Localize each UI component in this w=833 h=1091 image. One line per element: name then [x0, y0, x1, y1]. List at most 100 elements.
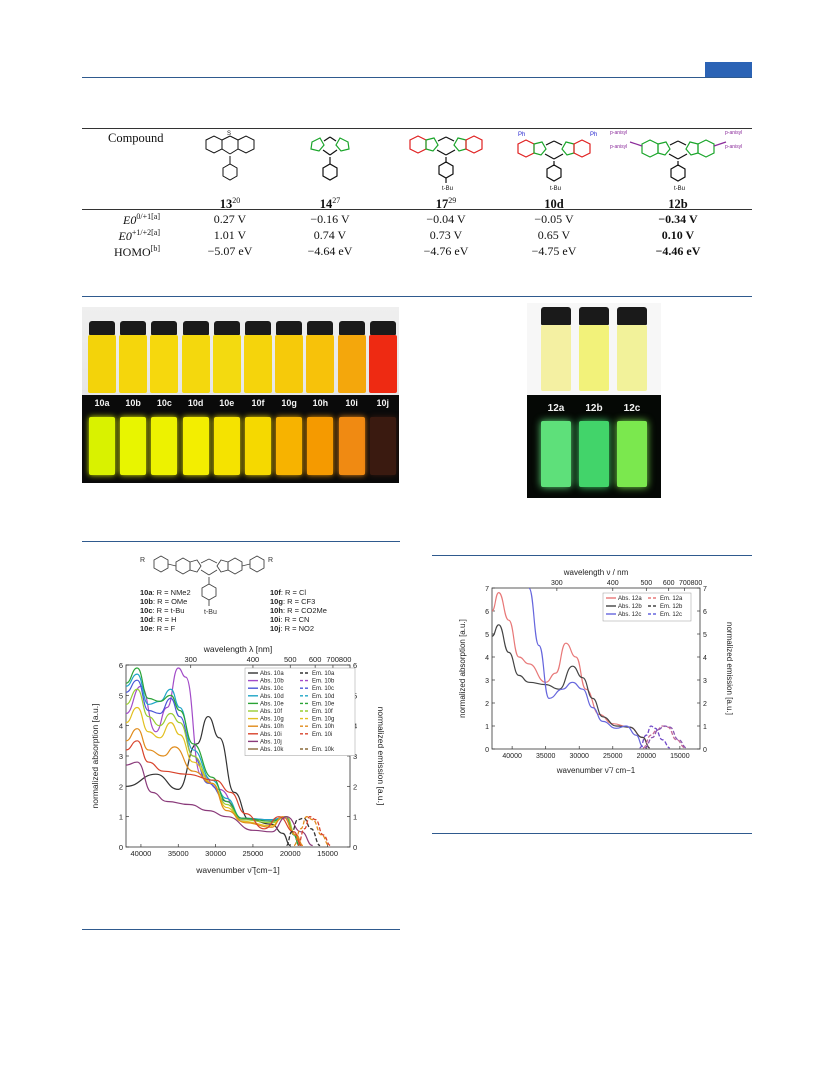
- series-line: [293, 816, 330, 847]
- row-label-homo: HOMO[b]: [114, 244, 160, 259]
- legend-em: Em. 10e: [312, 701, 335, 707]
- substituent-id: 10i: [270, 615, 281, 624]
- vial-uv: [617, 421, 647, 487]
- x-axis-label: wavenumber ν̃ [cm−1]: [195, 865, 279, 875]
- struct-tbu-12b: t-Bu: [674, 186, 685, 192]
- struct-anisyl-2: p-anisyl: [610, 144, 627, 150]
- cell-e1-10d: −0.05 V: [534, 212, 574, 226]
- vial-uv: [307, 417, 334, 475]
- header-rule: [82, 77, 752, 78]
- substituent-r: : R = NO2: [280, 624, 314, 633]
- substituent-r: : R = CN: [280, 615, 310, 624]
- struct-tbu-10d: t-Bu: [550, 186, 561, 192]
- vial-daylight: [212, 335, 241, 393]
- row-label-e1: E00/+1[a]: [123, 212, 160, 227]
- table-top-rule: [82, 128, 752, 129]
- legend-em: Em. 10d: [312, 694, 334, 700]
- y2-tick-label: 1: [703, 724, 707, 731]
- substituent-entry: 10j: R = NO2: [270, 624, 380, 633]
- struct-s-label: S: [227, 131, 231, 137]
- vial-label: 12c: [623, 403, 641, 414]
- substituent-entry: 10e: R = F: [140, 624, 250, 633]
- substituent-id: 10j: [270, 624, 281, 633]
- legend-em: Em. 12c: [660, 612, 682, 618]
- legend-em: Em. 10c: [312, 686, 334, 692]
- compound-10d: 10d: [544, 197, 564, 212]
- y-tick-label: 6: [485, 609, 489, 616]
- substituent-id: 10d: [140, 615, 153, 624]
- vial-cap: [617, 307, 647, 325]
- y2-tick-label: 2: [353, 782, 357, 791]
- y-tick-label: 0: [119, 843, 123, 852]
- tbu-label-general: t-Bu: [204, 609, 217, 616]
- series-line: [642, 725, 686, 749]
- row-label-e2: E0+1/+2[a]: [118, 228, 160, 243]
- substituent-entry: 10c: R = t-Bu: [140, 606, 250, 615]
- vial-cap: [213, 321, 240, 335]
- y-axis-label: normalized absorption [a.u.]: [90, 704, 100, 809]
- x2-tick-label: 700800: [326, 655, 351, 664]
- x-tick-label: 25000: [243, 849, 264, 858]
- substituent-entry: 10h: R = CO2Me: [270, 606, 380, 615]
- legend-em: Em. 10g: [312, 717, 334, 723]
- substituent-id: 10c: [140, 606, 153, 615]
- y-tick-label: 5: [119, 691, 123, 700]
- y-tick-label: 2: [119, 782, 123, 791]
- y-tick-label: 0: [485, 747, 489, 754]
- cell-homo-12b: −4.46 eV: [655, 244, 701, 258]
- section-rule-right-bottom: [432, 833, 752, 834]
- vial-uv: [213, 417, 240, 475]
- vial-daylight: [541, 325, 571, 391]
- cell-e1-17: −0.04 V: [426, 212, 466, 226]
- vial-label: 10d: [187, 398, 204, 408]
- cell-e2-10d: 0.65 V: [537, 228, 571, 242]
- legend-abs: Abs. 10i: [260, 732, 282, 738]
- x2-tick-label: 600: [309, 655, 322, 664]
- series-line: [126, 728, 304, 847]
- y-axis-label: normalized absorption [a.u.]: [458, 619, 467, 718]
- series-line: [639, 725, 670, 749]
- vial-cap: [307, 321, 334, 335]
- cell-e2-17: 0.73 V: [429, 228, 463, 242]
- section-rule-1: [82, 296, 752, 297]
- y2-axis-label: normalized emission [a.u.]: [725, 622, 734, 715]
- y2-tick-label: 1: [353, 813, 357, 822]
- substituent-entry: 10g: R = CF3: [270, 597, 380, 606]
- vial-daylight: [337, 335, 366, 393]
- vial-label: 10j: [376, 398, 390, 408]
- substituent-entry: 10i: R = CN: [270, 615, 380, 624]
- struct-tbu-17: t-Bu: [442, 186, 453, 192]
- vial-label: 12a: [547, 403, 565, 414]
- y-tick-label: 3: [119, 752, 123, 761]
- substituent-r: : R = NMe2: [152, 588, 191, 597]
- legend-abs: Abs. 10k: [260, 747, 284, 753]
- x-tick-label: 35000: [536, 753, 556, 760]
- vial-uv: [89, 417, 115, 475]
- legend-box: [244, 667, 356, 756]
- x2-tick-label: 300: [551, 580, 563, 587]
- y2-tick-label: 7: [703, 586, 707, 593]
- y-tick-label: 1: [485, 724, 489, 731]
- vial-cap: [89, 321, 115, 335]
- vial-daylight: [275, 335, 304, 393]
- compound-12b: 12b: [668, 197, 688, 212]
- substituent-r: : R = H: [152, 615, 177, 624]
- substituent-entry: 10d: R = H: [140, 615, 250, 624]
- vial-cap: [151, 321, 178, 335]
- x2-tick-label: 500: [640, 580, 652, 587]
- x-tick-label: 15000: [317, 849, 338, 858]
- y2-tick-label: 4: [703, 655, 707, 662]
- vial-label: 10e: [219, 398, 235, 408]
- substituent-r: : R = CF3: [282, 597, 316, 606]
- section-rule-right: [432, 555, 752, 556]
- vial-daylight: [368, 335, 397, 393]
- vial-uv: [245, 417, 271, 475]
- substituent-id: 10b: [140, 597, 153, 606]
- series-line: [297, 816, 331, 847]
- x-tick-label: 40000: [131, 849, 152, 858]
- x2-tick-label: 400: [247, 655, 260, 664]
- x2-tick-label: 400: [607, 580, 619, 587]
- vial-daylight: [244, 335, 272, 393]
- x-tick-label: 15000: [670, 753, 690, 760]
- page-tab: [705, 62, 752, 77]
